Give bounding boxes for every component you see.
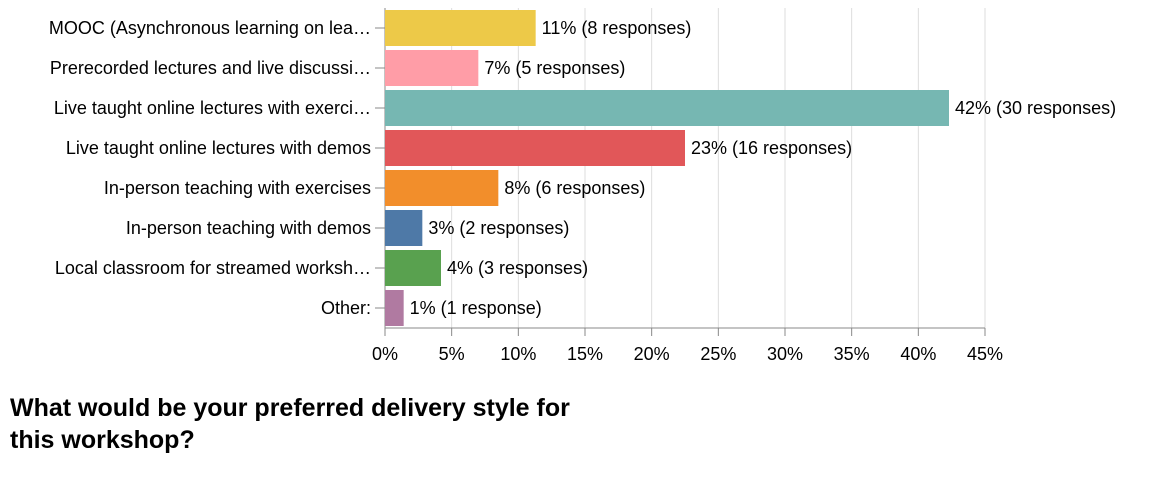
x-tick-label: 10% (500, 344, 536, 364)
value-label: 7% (5 responses) (484, 58, 625, 78)
value-label: 3% (2 responses) (428, 218, 569, 238)
y-tick-label: Live taught online lectures with demos (66, 138, 371, 158)
bar (385, 90, 949, 126)
y-tick-label: In-person teaching with demos (126, 218, 371, 238)
bar (385, 250, 441, 286)
x-tick-label: 15% (567, 344, 603, 364)
y-tick-label: Prerecorded lectures and live discussi… (50, 58, 371, 78)
y-tick-label: Other: (321, 298, 371, 318)
x-tick-label: 25% (700, 344, 736, 364)
bar (385, 290, 404, 326)
x-tick-label: 35% (834, 344, 870, 364)
chart: 0% 5% 10% 15% 20% 25% 30% 35% 40% 45% MOOC (Asynch… (49, 8, 1116, 364)
y-tick-label: Local classroom for streamed worksh… (55, 258, 371, 278)
value-label: 11% (8 responses) (542, 18, 692, 38)
chart-title: What would be your preferred delivery st… (10, 394, 570, 454)
y-tick-label: In-person teaching with exercises (104, 178, 371, 198)
y-tick-label: MOOC (Asynchronous learning on lea… (49, 18, 371, 38)
bar (385, 50, 479, 86)
x-tick-label: 30% (767, 344, 803, 364)
x-tick-label: 40% (900, 344, 936, 364)
bar (385, 210, 423, 246)
value-label: 42% (30 responses) (955, 98, 1116, 118)
x-tick-label: 0% (372, 344, 398, 364)
y-tick-label: Live taught online lectures with exerci… (54, 98, 371, 118)
value-label: 8% (6 responses) (504, 178, 645, 198)
bar (385, 10, 536, 46)
x-tick-label: 5% (439, 344, 465, 364)
x-tick-label: 20% (634, 344, 670, 364)
x-tick-label: 45% (967, 344, 1003, 364)
value-label: 23% (16 responses) (691, 138, 852, 158)
value-label: 1% (1 response) (410, 298, 542, 318)
value-label: 4% (3 responses) (447, 258, 588, 278)
bar (385, 170, 499, 206)
bar (385, 130, 685, 166)
